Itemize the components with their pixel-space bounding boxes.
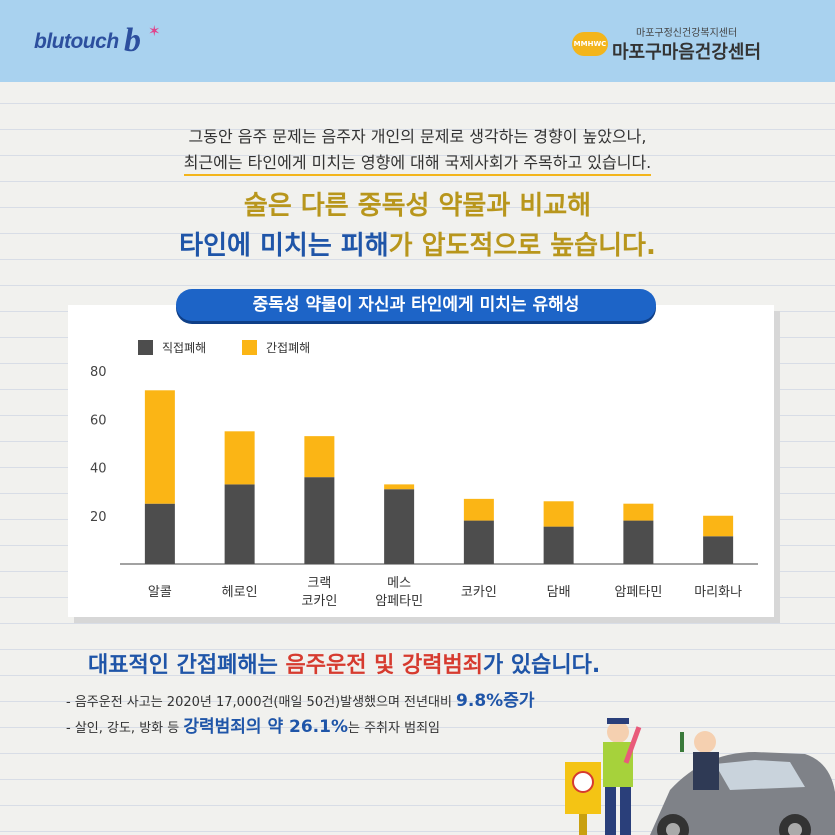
legend-swatch	[138, 340, 153, 355]
x-tick-label: 암페타민	[614, 585, 662, 600]
bar-segment	[703, 515, 734, 537]
bar-segment	[384, 484, 415, 490]
sparkle-icon: ✶	[148, 22, 161, 40]
bar-segment	[463, 520, 494, 564]
blutouch-logo-mark: b	[124, 22, 141, 59]
x-tick-label: 담배	[547, 585, 571, 600]
bar-segment	[304, 436, 335, 478]
blutouch-logo: blutouch	[34, 30, 119, 53]
bar-segment	[384, 489, 415, 564]
bar-segment	[224, 431, 255, 485]
bar-segment	[543, 501, 574, 527]
officer-head	[607, 721, 629, 743]
x-tick-label: 크랙	[307, 576, 331, 591]
headline-line-2: 타인에 미치는 피해가 압도적으로 높습니다.	[0, 225, 835, 262]
legend-label: 직접폐해	[162, 341, 206, 355]
y-tick-label: 80	[90, 365, 107, 380]
center-logo-subtitle: 마포구정신건강복지센터	[636, 28, 738, 39]
center-logo-title: 마포구마음건강센터	[612, 42, 762, 63]
driver-head	[694, 731, 716, 753]
bullet2-tail: 는 주취자 범죄임	[348, 721, 440, 736]
section-headline-a: 대표적인 간접폐해는	[88, 653, 286, 678]
legend-label: 간접폐해	[266, 341, 310, 355]
bar-segment	[463, 498, 494, 521]
header-scalloped-edge	[0, 70, 835, 88]
drunk-driving-illustration	[565, 718, 835, 835]
y-tick-label: 60	[90, 413, 107, 428]
bar-segment	[703, 536, 734, 564]
y-tick-label: 40	[90, 462, 107, 477]
x-tick-label: 코카인	[301, 594, 337, 609]
section-headline-c: 가 있습니다.	[482, 653, 601, 678]
section-headline-hot: 음주운전 및 강력범죄	[285, 653, 483, 678]
headline-rest: 가 압도적으로 높습니다.	[388, 231, 656, 261]
chart-panel	[68, 305, 774, 617]
x-tick-label: 헤로인	[222, 585, 258, 600]
bullet2-accent: 강력범죄의 약 26.1%	[183, 717, 348, 737]
x-tick-label: 암페타민	[375, 594, 423, 609]
bar-segment	[144, 503, 175, 564]
legend-swatch	[242, 340, 257, 355]
bar-segment	[144, 390, 175, 504]
intro-line-2: 최근에는 타인에게 미치는 영향에 대해 국제사회가 주목하고 있습니다.	[0, 149, 835, 176]
intro-line-1: 그동안 음주 문제는 음주자 개인의 문제로 생각하는 경향이 높았으나,	[188, 127, 647, 146]
bar-segment	[304, 477, 335, 564]
bullet2-text: - 살인, 강도, 방화 등	[66, 721, 184, 736]
bar-segment	[543, 526, 574, 564]
bullet1-text: - 음주운전 사고는 2020년 17,000건(매일 50건)발생했으며 전년…	[66, 695, 457, 710]
intro-line-2-text: 최근에는 타인에게 미치는 영향에 대해 국제사회가 주목하고 있습니다.	[183, 153, 652, 176]
x-tick-label: 코카인	[461, 585, 497, 600]
x-tick-label: 알콜	[148, 585, 172, 600]
officer-vest	[603, 742, 633, 787]
x-tick-label: 마리화나	[694, 585, 742, 600]
bar-segment	[224, 484, 255, 564]
bullet-violent-crime: - 살인, 강도, 방화 등 강력범죄의 약 26.1%는 주취자 범죄임	[66, 712, 440, 737]
bullet-drunk-driving: - 음주운전 사고는 2020년 17,000건(매일 50건)발생했으며 전년…	[66, 686, 534, 711]
y-tick-label: 20	[90, 510, 107, 525]
x-tick-label: 메스	[387, 576, 411, 591]
headline-line-1: 술은 다른 중독성 약물과 비교해	[243, 191, 592, 221]
center-badge: MMHWC	[572, 32, 608, 56]
headline-emphasis: 타인에 미치는 피해	[179, 231, 389, 261]
bar-segment	[623, 520, 654, 564]
header-banner	[0, 0, 835, 82]
section-headline: 대표적인 간접폐해는 음주운전 및 강력범죄가 있습니다.	[88, 647, 600, 679]
bullet1-accent: 9.8%증가	[456, 691, 535, 711]
chart-title: 중독성 약물이 자신과 타인에게 미치는 유해성	[176, 289, 656, 321]
bar-segment	[623, 503, 654, 521]
